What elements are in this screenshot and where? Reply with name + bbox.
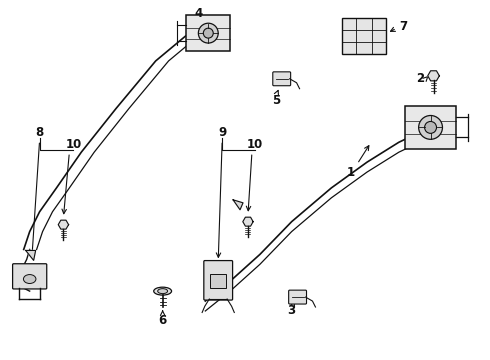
Text: 10: 10 [247,138,263,151]
Text: 2: 2 [416,72,425,85]
Circle shape [203,28,213,38]
Text: 4: 4 [194,7,202,20]
Polygon shape [428,71,440,81]
Ellipse shape [158,289,168,294]
Bar [187,15,230,51]
Polygon shape [25,251,36,260]
Text: 1: 1 [347,166,355,179]
Text: 7: 7 [400,20,408,33]
Text: 8: 8 [35,126,44,139]
Bar [405,105,456,149]
FancyBboxPatch shape [289,290,307,304]
Text: 5: 5 [271,94,280,107]
Circle shape [198,23,218,43]
Ellipse shape [24,275,36,283]
FancyBboxPatch shape [13,264,47,289]
Text: 3: 3 [288,305,295,318]
Text: 9: 9 [218,126,226,139]
Polygon shape [243,217,253,226]
Ellipse shape [154,287,172,295]
FancyBboxPatch shape [273,72,291,86]
Bar [342,18,386,54]
Polygon shape [233,200,243,210]
Text: 10: 10 [65,138,81,151]
Circle shape [418,116,442,139]
FancyBboxPatch shape [204,261,233,300]
Polygon shape [58,220,69,229]
Circle shape [425,121,437,133]
Text: 6: 6 [159,314,167,327]
Bar [210,274,226,288]
